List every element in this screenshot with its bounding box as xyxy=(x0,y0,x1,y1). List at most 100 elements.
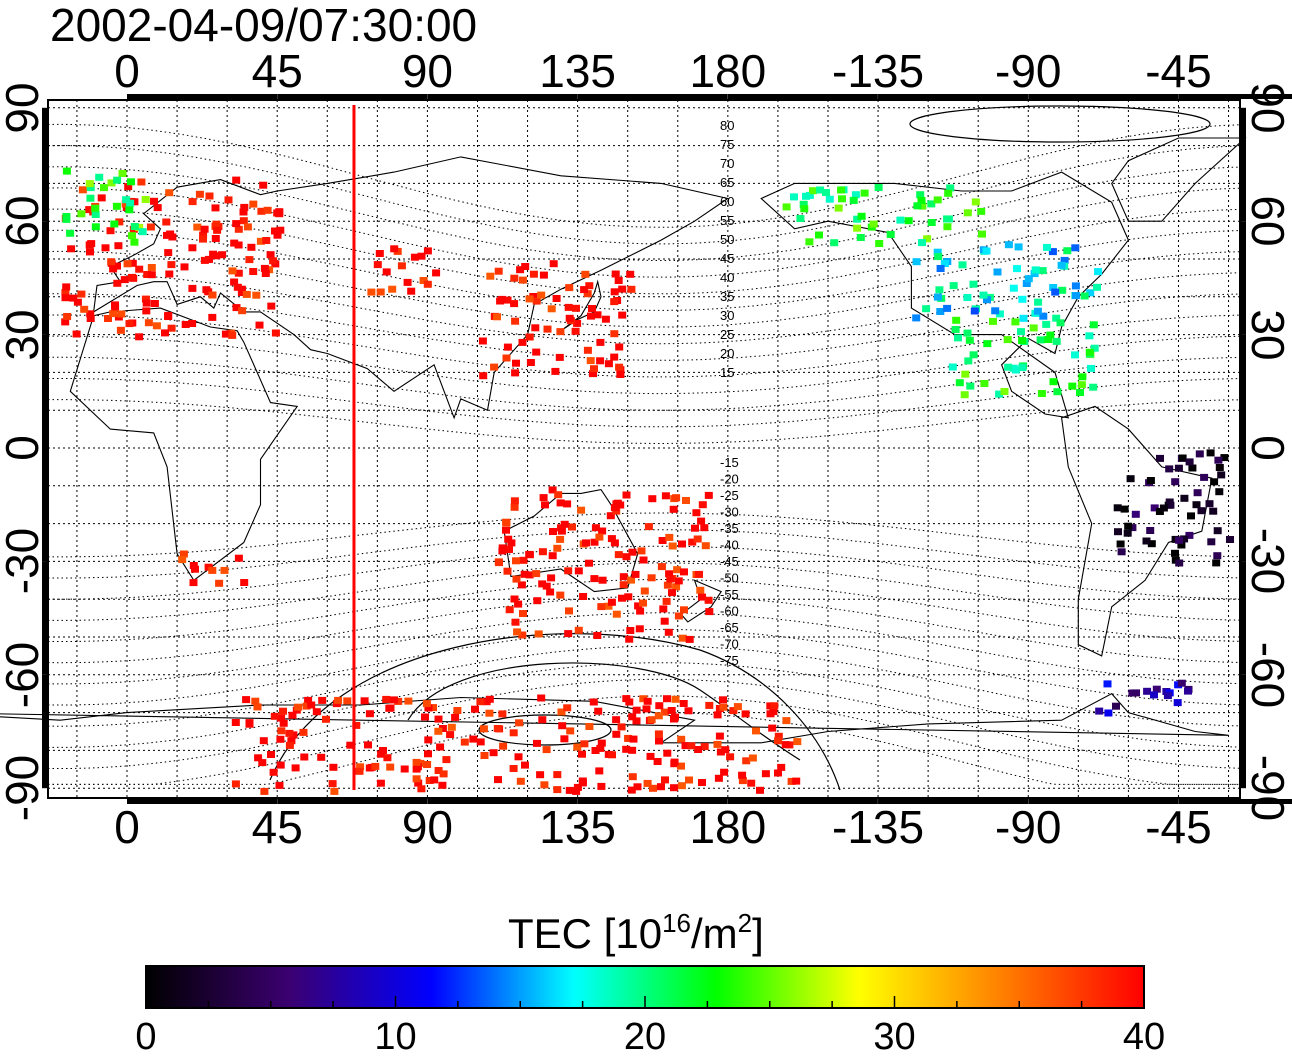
tec-pixel xyxy=(949,282,958,290)
tec-pixel xyxy=(969,351,978,359)
tec-pixel xyxy=(815,231,823,239)
tec-pixel xyxy=(1152,685,1161,693)
tec-pixel xyxy=(118,170,127,177)
tec-pixel xyxy=(681,742,690,750)
tec-pixel xyxy=(1175,559,1184,567)
colorbar-tick-label: 40 xyxy=(1122,1016,1166,1058)
tec-pixel xyxy=(856,234,865,241)
tec-pixel xyxy=(91,223,100,231)
tec-pixel xyxy=(525,295,534,303)
tec-pixel xyxy=(519,556,528,564)
tec-pixel xyxy=(360,697,369,705)
tec-pixel xyxy=(1131,510,1140,518)
tec-pixel xyxy=(442,756,451,764)
tec-pixel xyxy=(552,295,561,302)
tec-pixel xyxy=(542,746,551,754)
frame-tick-right xyxy=(1241,221,1246,335)
tec-pixel xyxy=(610,298,619,306)
tec-pixel xyxy=(936,265,945,272)
tec-pixel xyxy=(1094,268,1103,276)
colorbar-tick-label: 20 xyxy=(623,1016,667,1058)
tec-pixel xyxy=(146,223,155,231)
tec-pixel xyxy=(1018,337,1027,344)
tec-pixel xyxy=(756,786,764,794)
tec-pixel xyxy=(591,747,600,754)
tec-pixel xyxy=(874,184,883,191)
tec-pixel xyxy=(643,697,652,705)
tec-pixel xyxy=(632,717,641,725)
tec-pixel xyxy=(665,533,674,541)
tec-pixel xyxy=(228,267,237,275)
tec-pixel xyxy=(498,544,507,552)
lat-tick-label-right: -30 xyxy=(1242,528,1292,595)
tec-pixel xyxy=(632,706,641,714)
tec-pixel xyxy=(249,200,258,208)
tec-pixel xyxy=(934,253,943,261)
tec-pixel xyxy=(560,735,569,743)
tec-pixel xyxy=(1085,332,1094,340)
colorbar-title: TEC [1016/m2] xyxy=(508,908,764,958)
tec-pixel xyxy=(502,354,511,362)
tec-pixel xyxy=(104,315,112,322)
tec-pixel xyxy=(510,274,519,282)
tec-pixel xyxy=(596,338,605,346)
tec-pixel xyxy=(181,321,190,328)
tec-pixel xyxy=(554,491,563,499)
tec-pixel xyxy=(585,282,594,290)
tec-pixel xyxy=(886,231,895,238)
tec-pixel xyxy=(960,391,969,399)
tec-pixel xyxy=(1178,454,1187,462)
lon-tick-label-top: -45 xyxy=(1145,45,1212,97)
tec-pixel xyxy=(923,235,932,243)
colorbar-tick-label: 0 xyxy=(135,1016,157,1058)
tec-pixel xyxy=(256,237,265,245)
tec-pixel xyxy=(253,703,262,711)
tec-pixel xyxy=(503,296,512,304)
tec-pixel xyxy=(135,265,144,273)
tec-pixel xyxy=(1000,388,1009,395)
tec-pixel xyxy=(663,749,672,757)
tec-pixel xyxy=(300,753,309,761)
tec-pixel xyxy=(371,762,380,770)
tec-pixel xyxy=(262,237,271,244)
lat-tick-label-left: 90 xyxy=(0,82,48,134)
tec-pixel xyxy=(343,697,352,705)
tec-pixel xyxy=(649,784,657,792)
frame-ticks xyxy=(42,94,1292,804)
tec-pixel xyxy=(446,731,455,739)
tec-pixel xyxy=(228,331,237,339)
tec-pixel xyxy=(521,761,529,769)
tec-pixel xyxy=(963,294,972,301)
tec-pixel xyxy=(700,743,709,751)
tec-pixel xyxy=(97,194,106,202)
tec-pixel xyxy=(188,284,197,292)
tec-pixel xyxy=(1150,504,1159,512)
tec-pixel xyxy=(412,758,421,766)
tec-pixel xyxy=(614,551,623,559)
tec-pixel xyxy=(273,209,282,217)
tec-pixel xyxy=(195,190,204,198)
south-polar-oval xyxy=(478,714,612,746)
tec-pixel xyxy=(564,303,573,311)
tec-pixel xyxy=(1177,541,1186,549)
tec-pixel xyxy=(224,196,233,204)
tec-pixel xyxy=(966,382,975,390)
tec-pixel xyxy=(611,270,620,278)
tec-pixel xyxy=(1166,501,1175,509)
tec-pixel xyxy=(1089,383,1098,391)
greenland-coast xyxy=(1111,137,1247,222)
tec-pixel xyxy=(978,230,986,238)
lon-tick-label-top: -90 xyxy=(995,45,1062,97)
tec-pixel xyxy=(597,739,606,747)
tec-pixel xyxy=(330,787,339,795)
tec-pixel xyxy=(665,570,674,578)
contour-label-south: -20 xyxy=(720,472,739,487)
tec-pixel xyxy=(123,260,132,268)
tec-pixel xyxy=(653,758,662,765)
tec-pixel xyxy=(1159,504,1168,512)
tec-pixel xyxy=(267,302,276,310)
tec-pixel xyxy=(1011,318,1020,326)
tec-pixel xyxy=(120,276,129,284)
tec-pixel xyxy=(138,228,147,236)
tec-pixel xyxy=(627,285,636,293)
